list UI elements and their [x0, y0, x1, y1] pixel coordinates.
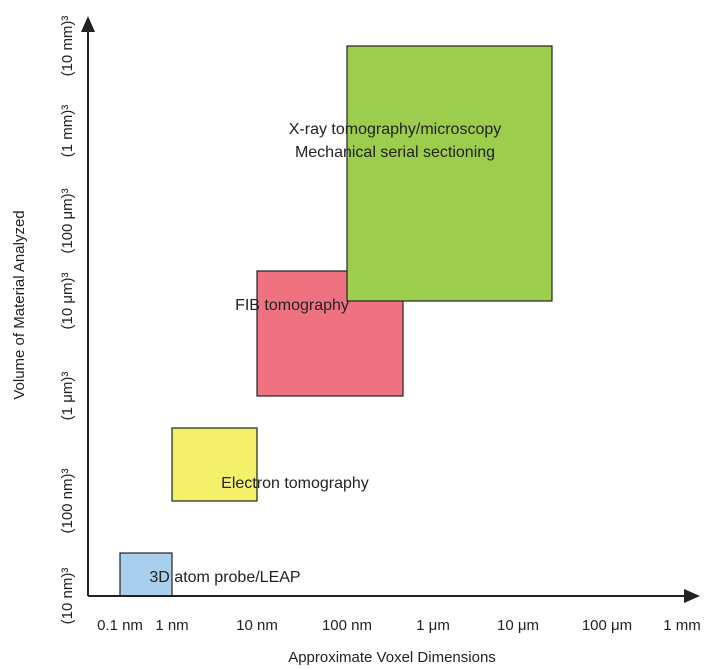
- y-tick-label: (10 μm)³: [59, 273, 76, 330]
- region-box: [171, 427, 258, 502]
- region-box: [119, 552, 173, 597]
- x-tick-label: 1 mm: [663, 617, 701, 634]
- x-tick-label: 10 nm: [236, 617, 278, 634]
- x-tick-label: 10 μm: [497, 617, 539, 634]
- y-tick-label: (10 nm)³: [59, 568, 76, 625]
- x-tick-label: 100 μm: [582, 617, 632, 634]
- region-label: Mechanical serial sectioning: [295, 144, 495, 161]
- x-tick-label: 1 μm: [416, 617, 450, 634]
- y-axis-label: Volume of Material Analyzed: [11, 210, 28, 399]
- y-axis-arrowhead: [81, 16, 95, 32]
- region-label: X-ray tomography/microscopy: [289, 121, 502, 138]
- y-tick-label: (10 mm)³: [59, 16, 76, 77]
- region-label: FIB tomography: [235, 297, 349, 314]
- x-axis-arrowhead: [684, 589, 700, 603]
- region-label: Electron tomography: [221, 475, 369, 492]
- y-tick-label: (1 μm)³: [59, 372, 76, 421]
- x-tick-label: 1 nm: [155, 617, 188, 634]
- region-labels: 3D atom probe/LEAP Electron tomography FIB…: [149, 121, 501, 586]
- axes-layer: [81, 16, 700, 603]
- region-label: 3D atom probe/LEAP: [149, 569, 300, 586]
- y-tick-labels: (10 nm)³ (100 nm)³ (1 μm)³ (10 μm)³ (100 μm)…: [59, 16, 76, 625]
- y-tick-label: (1 mm)³: [59, 105, 76, 158]
- region-box: [346, 45, 553, 302]
- y-tick-label: (100 μm)³: [59, 188, 76, 253]
- x-tick-label: 0.1 nm: [97, 617, 143, 634]
- x-tick-labels: 0.1 nm 1 nm 10 nm 100 nm 1 μm 10 μm 100 μm 1 mm: [97, 617, 701, 634]
- y-tick-label: (100 nm)³: [59, 468, 76, 533]
- x-axis-label: Approximate Voxel Dimensions: [288, 649, 496, 666]
- x-tick-label: 100 nm: [322, 617, 372, 634]
- regions-layer: [119, 45, 553, 597]
